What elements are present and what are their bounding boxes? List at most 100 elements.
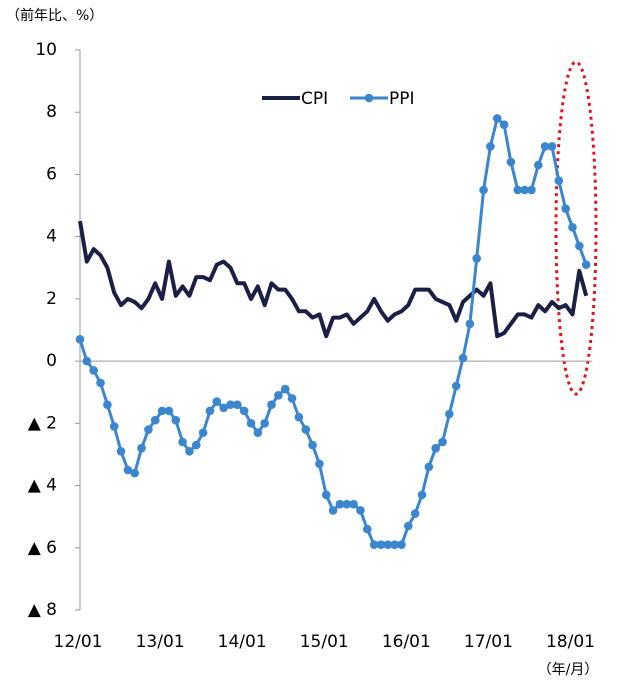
y-tick-label: ▲ 2 bbox=[28, 413, 57, 433]
marker bbox=[575, 241, 584, 251]
x-tick-label: 16/01 bbox=[382, 632, 431, 652]
marker bbox=[164, 406, 174, 416]
marker bbox=[356, 506, 365, 515]
y-tick-label: 4 bbox=[46, 227, 57, 247]
marker bbox=[321, 490, 331, 500]
y-tick-label: 0 bbox=[46, 351, 57, 371]
marker bbox=[315, 459, 324, 469]
marker bbox=[581, 260, 591, 269]
marker bbox=[465, 319, 475, 329]
marker bbox=[253, 428, 263, 437]
marker bbox=[219, 403, 228, 413]
marker bbox=[417, 490, 427, 500]
y-tick-label: ▲ 8 bbox=[28, 600, 57, 620]
y-tick-label: 8 bbox=[46, 102, 57, 122]
x-tick-label: 14/01 bbox=[218, 632, 267, 652]
x-tick-label: 15/01 bbox=[300, 632, 349, 652]
y-tick-label: ▲ 4 bbox=[28, 476, 57, 496]
x-tick-label: 18/01 bbox=[546, 632, 595, 652]
chart-title: （前年比、%） bbox=[6, 7, 103, 24]
marker bbox=[568, 223, 577, 232]
marker bbox=[520, 185, 529, 195]
marker bbox=[445, 409, 454, 419]
marker bbox=[383, 540, 393, 549]
marker bbox=[274, 391, 283, 400]
series-line bbox=[78, 220, 589, 339]
marker bbox=[390, 540, 399, 549]
marker bbox=[533, 160, 543, 170]
marker bbox=[410, 509, 420, 518]
marker bbox=[540, 142, 550, 151]
marker bbox=[123, 465, 133, 475]
marker bbox=[157, 406, 167, 416]
legend-label: PPI bbox=[389, 89, 415, 109]
marker bbox=[376, 540, 386, 549]
marker bbox=[267, 400, 276, 409]
marker bbox=[527, 185, 536, 195]
marker bbox=[561, 204, 570, 213]
marker bbox=[431, 443, 440, 453]
marker bbox=[335, 499, 345, 509]
marker bbox=[191, 440, 201, 450]
marker bbox=[506, 157, 516, 167]
y-tick-label: 6 bbox=[46, 164, 57, 184]
legend-marker bbox=[364, 93, 374, 103]
y-tick-label: 2 bbox=[46, 289, 57, 309]
marker bbox=[458, 353, 468, 363]
marker bbox=[438, 437, 447, 447]
marker bbox=[96, 378, 105, 388]
x-tick-label: 17/01 bbox=[464, 632, 513, 652]
marker bbox=[144, 425, 153, 434]
marker bbox=[260, 419, 269, 428]
legend-label: CPI bbox=[301, 89, 328, 109]
x-tick-label: 13/01 bbox=[136, 632, 185, 652]
marker bbox=[239, 406, 249, 416]
marker bbox=[486, 142, 495, 151]
marker bbox=[513, 185, 523, 195]
x-unit: （年/月） bbox=[538, 662, 599, 678]
marker bbox=[328, 506, 338, 515]
marker bbox=[246, 419, 256, 428]
marker bbox=[233, 400, 242, 409]
marker bbox=[178, 437, 187, 447]
marker bbox=[226, 400, 235, 409]
marker bbox=[397, 540, 406, 549]
marker bbox=[171, 415, 181, 425]
marker bbox=[451, 381, 461, 391]
marker bbox=[130, 468, 140, 478]
marker bbox=[212, 397, 222, 406]
y-tick-label: ▲ 6 bbox=[28, 538, 57, 558]
marker bbox=[137, 443, 146, 453]
marker bbox=[103, 400, 112, 409]
marker bbox=[472, 254, 482, 263]
marker bbox=[308, 440, 317, 450]
marker bbox=[280, 384, 290, 394]
marker bbox=[82, 356, 92, 366]
marker bbox=[547, 142, 557, 151]
marker bbox=[362, 524, 372, 534]
highlight-ellipse bbox=[554, 60, 598, 396]
marker bbox=[116, 447, 126, 456]
marker bbox=[479, 185, 488, 195]
y-tick-label: 10 bbox=[35, 40, 57, 60]
marker bbox=[89, 366, 98, 375]
marker bbox=[342, 499, 352, 509]
marker bbox=[301, 425, 311, 434]
marker bbox=[404, 521, 413, 531]
marker bbox=[349, 499, 358, 509]
marker bbox=[198, 428, 208, 437]
marker bbox=[150, 415, 160, 425]
series-line bbox=[78, 116, 588, 547]
x-tick-label: 12/01 bbox=[54, 632, 103, 652]
marker bbox=[492, 114, 502, 123]
marker bbox=[185, 447, 194, 456]
marker bbox=[75, 335, 85, 344]
marker bbox=[205, 406, 215, 416]
marker bbox=[554, 176, 564, 185]
marker bbox=[369, 540, 379, 549]
marker bbox=[424, 462, 434, 472]
marker bbox=[499, 120, 509, 129]
marker bbox=[287, 394, 297, 403]
marker bbox=[109, 422, 119, 431]
